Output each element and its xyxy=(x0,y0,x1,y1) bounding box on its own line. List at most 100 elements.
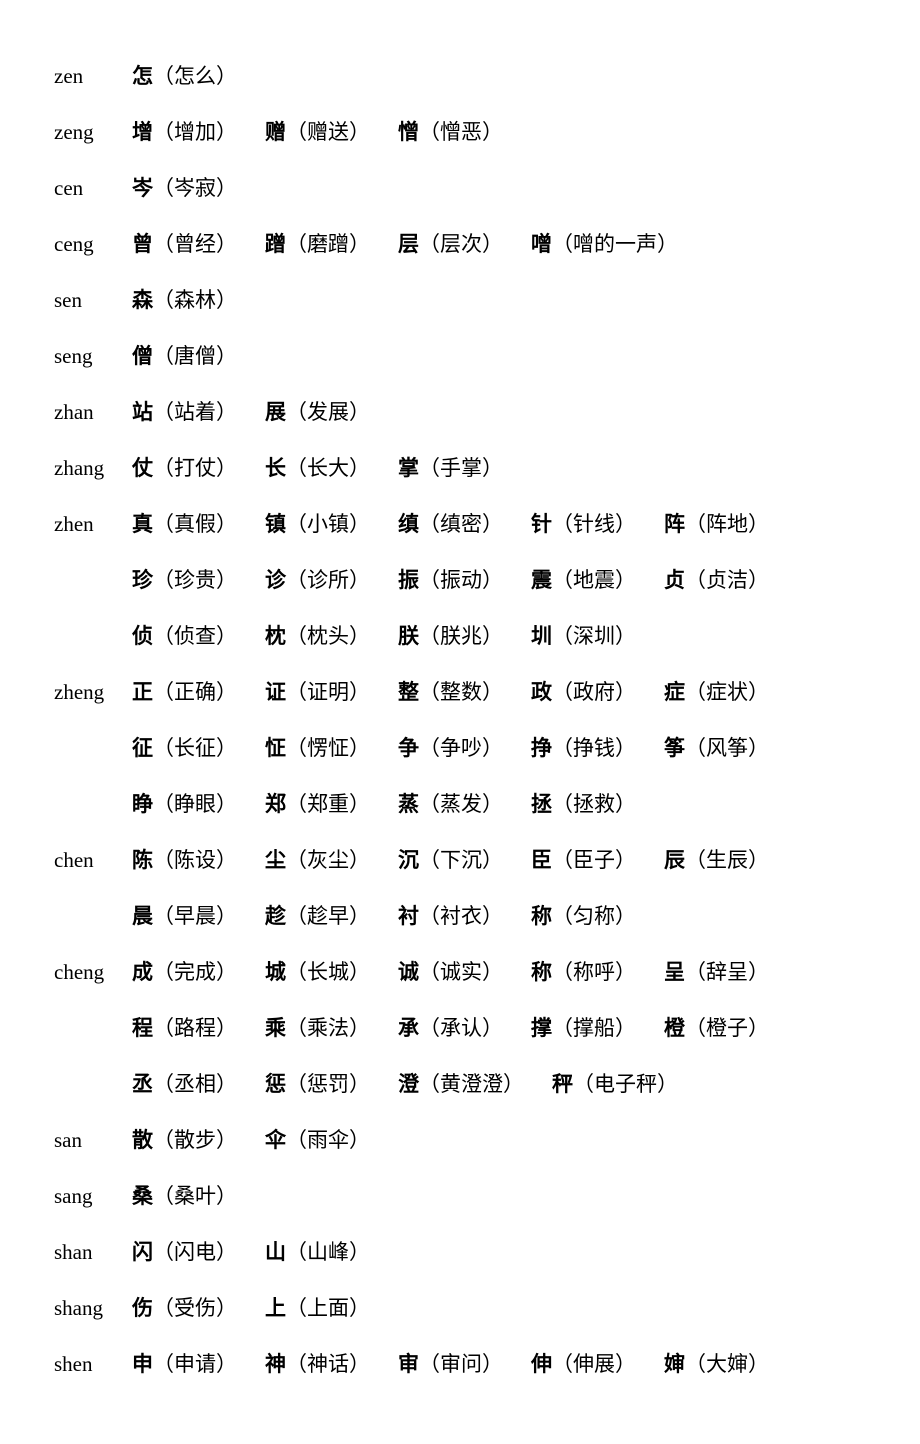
table-row: zen怎（怎么） xyxy=(54,60,870,90)
paren-open: （ xyxy=(153,512,174,536)
paren-open: （ xyxy=(552,1352,573,1376)
word: 小镇 xyxy=(307,512,349,536)
paren-open: （ xyxy=(419,1072,440,1096)
word: 黄澄澄 xyxy=(440,1072,503,1096)
hanzi: 澄 xyxy=(398,1072,419,1096)
hanzi: 撑 xyxy=(531,1016,552,1040)
entry: 阵（阵地） xyxy=(664,508,769,538)
paren-open: （ xyxy=(419,512,440,536)
entry: 拯（拯救） xyxy=(531,788,636,818)
paren-open: （ xyxy=(685,960,706,984)
paren-open: （ xyxy=(286,1240,307,1264)
word: 针线 xyxy=(573,512,615,536)
hanzi: 掌 xyxy=(398,456,419,480)
entry: 展（发展） xyxy=(265,396,370,426)
hanzi: 橙 xyxy=(664,1016,685,1040)
entry: 憎（憎恶） xyxy=(398,116,503,146)
paren-open: （ xyxy=(153,1184,174,1208)
entry: 层（层次） xyxy=(398,228,503,258)
hanzi: 珍 xyxy=(132,568,153,592)
entry: 上（上面） xyxy=(265,1292,370,1322)
paren-close: ） xyxy=(748,680,769,704)
paren-open: （ xyxy=(286,512,307,536)
word: 风筝 xyxy=(706,736,748,760)
hanzi: 振 xyxy=(398,568,419,592)
entries: 闪（闪电） 山（山峰） xyxy=(132,1236,398,1266)
word: 症状 xyxy=(706,680,748,704)
pinyin-label: shan xyxy=(54,1240,132,1265)
entry: 森（森林） xyxy=(132,284,237,314)
paren-close: ） xyxy=(216,1128,237,1152)
entry: 枕（枕头） xyxy=(265,620,370,650)
paren-open: （ xyxy=(286,960,307,984)
hanzi: 臣 xyxy=(531,848,552,872)
entry: 伸（伸展） xyxy=(531,1348,636,1378)
paren-close: ） xyxy=(216,344,237,368)
paren-close: ） xyxy=(615,904,636,928)
paren-close: ） xyxy=(216,512,237,536)
paren-close: ） xyxy=(748,512,769,536)
word: 诚实 xyxy=(440,960,482,984)
hanzi: 承 xyxy=(398,1016,419,1040)
word: 噌的一声 xyxy=(573,232,657,256)
paren-open: （ xyxy=(419,1016,440,1040)
paren-close: ） xyxy=(615,792,636,816)
paren-open: （ xyxy=(685,848,706,872)
paren-open: （ xyxy=(552,568,573,592)
paren-open: （ xyxy=(685,512,706,536)
entry: 赠（赠送） xyxy=(265,116,370,146)
word: 地震 xyxy=(573,568,615,592)
entry: 惩（惩罚） xyxy=(265,1068,370,1098)
hanzi: 称 xyxy=(531,904,552,928)
hanzi: 缜 xyxy=(398,512,419,536)
pinyin-label: sang xyxy=(54,1184,132,1209)
hanzi: 山 xyxy=(265,1240,286,1264)
paren-close: ） xyxy=(482,624,503,648)
hanzi: 桑 xyxy=(132,1184,153,1208)
hanzi: 郑 xyxy=(265,792,286,816)
entry: 山（山峰） xyxy=(265,1236,370,1266)
entries: 岑（岑寂） xyxy=(132,172,265,202)
hanzi: 岑 xyxy=(132,176,153,200)
hanzi: 诚 xyxy=(398,960,419,984)
entry: 称（匀称） xyxy=(531,900,636,930)
paren-close: ） xyxy=(748,848,769,872)
paren-open: （ xyxy=(419,456,440,480)
pinyin-label: zhen xyxy=(54,512,132,537)
paren-close: ） xyxy=(216,792,237,816)
entries: 申（申请）神（神话）审（审问）伸（伸展）婶（大婶） xyxy=(132,1348,797,1378)
word: 曾经 xyxy=(174,232,216,256)
word: 侦查 xyxy=(174,624,216,648)
word: 早晨 xyxy=(174,904,216,928)
paren-close: ） xyxy=(349,456,370,480)
pinyin-label: ceng xyxy=(54,232,132,257)
word: 桑叶 xyxy=(174,1184,216,1208)
entry: 珍（珍贵） xyxy=(132,564,237,594)
paren-close: ） xyxy=(615,568,636,592)
paren-close: ） xyxy=(349,512,370,536)
table-row: zhang仗（打仗）长（长大）掌（手掌） xyxy=(54,452,870,482)
entries: 桑（桑叶） xyxy=(132,1180,265,1210)
entries: 伤（受伤）上（上面） xyxy=(132,1292,398,1322)
paren-open: （ xyxy=(419,1352,440,1376)
entry: 筝（风筝） xyxy=(664,732,769,762)
word: 唐僧 xyxy=(174,344,216,368)
entry: 闪（闪电） xyxy=(132,1236,237,1266)
paren-open: （ xyxy=(419,960,440,984)
word: 站着 xyxy=(174,400,216,424)
paren-close: ） xyxy=(349,792,370,816)
word: 伸展 xyxy=(573,1352,615,1376)
entry: 怔（愣怔） xyxy=(265,732,370,762)
word: 生辰 xyxy=(706,848,748,872)
word: 陈设 xyxy=(174,848,216,872)
word: 大婶 xyxy=(706,1352,748,1376)
paren-close: ） xyxy=(482,456,503,480)
word: 匀称 xyxy=(573,904,615,928)
paren-close: ） xyxy=(349,904,370,928)
word: 审问 xyxy=(440,1352,482,1376)
hanzi: 整 xyxy=(398,680,419,704)
word: 增加 xyxy=(174,120,216,144)
table-row: 程（路程）乘（乘法）承（承认）撑（撑船）橙（橙子） xyxy=(54,1012,870,1042)
paren-open: （ xyxy=(419,736,440,760)
hanzi: 怔 xyxy=(265,736,286,760)
